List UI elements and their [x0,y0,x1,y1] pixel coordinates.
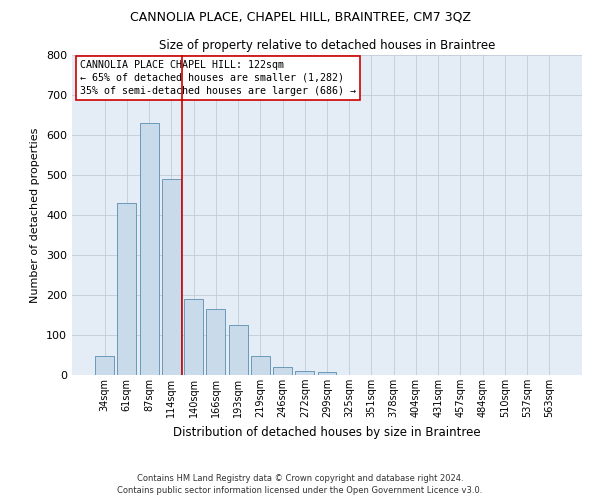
Text: CANNOLIA PLACE, CHAPEL HILL, BRAINTREE, CM7 3QZ: CANNOLIA PLACE, CHAPEL HILL, BRAINTREE, … [130,10,470,23]
Bar [251,356,270,375]
Bar [118,203,136,375]
Text: Contains HM Land Registry data © Crown copyright and database right 2024.
Contai: Contains HM Land Registry data © Crown c… [118,474,482,495]
Bar [317,372,337,375]
Bar [273,367,292,375]
Bar [295,371,314,375]
Bar [95,356,114,375]
Bar [229,325,248,375]
Bar [206,309,225,375]
Bar [140,123,158,375]
Y-axis label: Number of detached properties: Number of detached properties [31,128,40,302]
Title: Size of property relative to detached houses in Braintree: Size of property relative to detached ho… [159,40,495,52]
Bar [184,299,203,375]
X-axis label: Distribution of detached houses by size in Braintree: Distribution of detached houses by size … [173,426,481,438]
Text: CANNOLIA PLACE CHAPEL HILL: 122sqm
← 65% of detached houses are smaller (1,282)
: CANNOLIA PLACE CHAPEL HILL: 122sqm ← 65%… [80,60,356,96]
Bar [162,179,181,375]
